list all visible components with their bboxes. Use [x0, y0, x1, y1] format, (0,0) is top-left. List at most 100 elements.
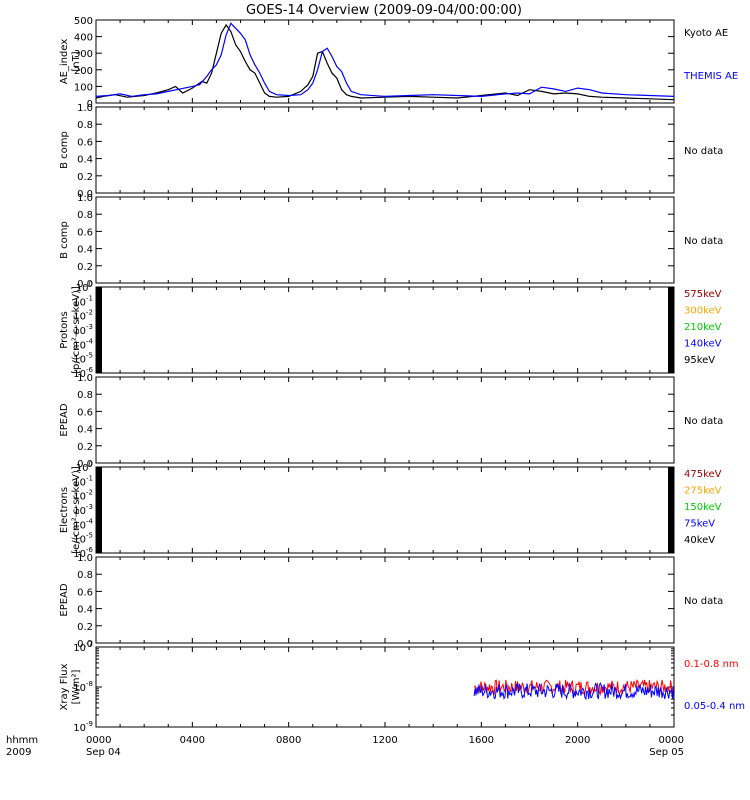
x-tick-label: 0000	[659, 735, 684, 746]
y-tick-label: 10-5	[73, 352, 93, 366]
y-tick-label: 1.0	[77, 103, 93, 114]
y-tick-exponent: -3	[86, 503, 93, 511]
legend-3: 150keV	[684, 502, 722, 513]
y-tick-exponent: -3	[86, 323, 93, 331]
y-tick-label: 0	[87, 99, 93, 110]
y-axis-units: [p/(cm²-s-sr-keV)]	[71, 286, 82, 374]
panel-7: EPEAD 0.0 0.2 0.4 0.6 0.8 1.0 No data	[59, 553, 723, 650]
legend-2: 275keV	[684, 486, 722, 497]
legend-1: 475keV	[684, 469, 722, 480]
series-line-1	[95, 23, 675, 101]
x-tick-sublabel: Sep 04	[86, 747, 121, 758]
y-tick-exponent: -6	[86, 366, 94, 374]
legend-3: 210keV	[684, 322, 722, 333]
y-tick-exponent: -4	[86, 517, 94, 525]
y-tick-label: 0.0	[77, 639, 93, 650]
y-tick-label: 100	[74, 82, 93, 93]
y-tick-label: 0.6	[77, 227, 93, 238]
legend-2: 0.05-0.4 nm	[684, 701, 745, 712]
panel-2: B comp 0.0 0.2 0.4 0.6 0.8 1.0 No data	[59, 103, 723, 200]
y-tick-label: 10-7	[73, 640, 93, 654]
legend-1: Kyoto AE	[684, 28, 728, 39]
y-axis-units: [nT]	[71, 51, 82, 71]
y-tick-exponent: -8	[86, 680, 93, 688]
y-tick-label: 10-1	[73, 474, 93, 488]
y-tick-label: 10-4	[73, 517, 93, 531]
x-tick-label: 0400	[180, 735, 205, 746]
y-axis-label: B comp	[59, 221, 70, 259]
y-tick-label: 10-9	[73, 720, 93, 734]
left-edge-band	[96, 467, 102, 553]
legend-2: 300keV	[684, 306, 722, 317]
y-tick-exponent: -2	[86, 309, 93, 317]
right-edge-band	[668, 467, 674, 553]
y-tick-label: 100	[76, 280, 93, 294]
panel-8: Xray Flux [W/m²] 10-9 10-8 10-7 0.1-0.8 nm 0.0…	[59, 640, 745, 734]
y-tick-label: 0.6	[77, 407, 93, 418]
y-tick-exponent: 0	[89, 460, 93, 468]
legend-1: 575keV	[684, 289, 722, 300]
x-tick-label: 0000	[86, 735, 111, 746]
y-tick-exponent: -5	[86, 352, 93, 360]
y-tick-label: 0.4	[77, 155, 93, 166]
x-tick-label: 0800	[276, 735, 301, 746]
legend-4: 140keV	[684, 339, 722, 350]
y-tick-exponent: -5	[86, 532, 93, 540]
y-tick-label: 10-2	[73, 309, 93, 323]
no-data-note: No data	[684, 236, 723, 247]
y-tick-label: 0.0	[77, 189, 93, 200]
y-tick-label: 0.4	[77, 605, 93, 616]
hhmm-label: hhmm	[6, 735, 38, 746]
y-tick-label: 10-2	[73, 489, 93, 503]
panel-frame	[95, 106, 675, 194]
y-tick-label: 400	[74, 33, 93, 44]
no-data-note: No data	[684, 596, 723, 607]
y-tick-label: 0.8	[77, 120, 93, 131]
y-tick-label: 10-3	[73, 503, 93, 517]
y-axis-label: AE_index	[59, 39, 70, 85]
y-axis-label: Protons	[59, 311, 70, 348]
y-tick-label: 0.8	[77, 390, 93, 401]
panel-3: B comp 0.0 0.2 0.4 0.6 0.8 1.0 No data	[59, 193, 723, 290]
y-axis-units: [W/m²]	[71, 669, 82, 704]
legend-5: 40keV	[684, 535, 715, 546]
y-tick-label: 0.8	[77, 570, 93, 581]
no-data-note: No data	[684, 146, 723, 157]
y-tick-label: 0.4	[77, 425, 93, 436]
y-tick-exponent: -2	[86, 489, 93, 497]
panel-frame	[95, 376, 675, 464]
y-tick-exponent: -4	[86, 337, 94, 345]
y-tick-exponent: -9	[86, 720, 93, 728]
y-tick-label: 0.2	[77, 442, 93, 453]
y-tick-label: 0.6	[77, 137, 93, 148]
y-tick-exponent: 0	[89, 280, 93, 288]
y-tick-label: 500	[74, 16, 93, 27]
no-data-note: No data	[684, 416, 723, 427]
y-axis-label: Xray Flux	[59, 663, 70, 710]
y-tick-label: 1.0	[77, 373, 93, 384]
y-tick-label: 1.0	[77, 193, 93, 204]
y-axis-label: B comp	[59, 131, 70, 169]
x-tick-label: 1600	[469, 735, 494, 746]
y-tick-label: 10-4	[73, 337, 93, 351]
left-edge-band	[96, 287, 102, 373]
series-line-2	[473, 681, 674, 701]
y-tick-label: 10-8	[73, 680, 93, 694]
panel-5: EPEAD 0.0 0.2 0.4 0.6 0.8 1.0 No data	[59, 373, 723, 470]
legend-1: 0.1-0.8 nm	[684, 659, 739, 670]
legend-5: 95keV	[684, 355, 715, 366]
panel-frame	[95, 556, 675, 644]
panel-frame	[95, 19, 675, 104]
y-tick-label: 0.4	[77, 245, 93, 256]
y-tick-label: 0.0	[77, 279, 93, 290]
y-tick-label: 0.2	[77, 172, 93, 183]
y-tick-label: 200	[74, 66, 93, 77]
y-tick-exponent: -1	[86, 474, 93, 482]
y-tick-label: 1.0	[77, 553, 93, 564]
x-tick-sublabel: Sep 05	[649, 747, 684, 758]
y-tick-exponent: -6	[86, 546, 94, 554]
panel-frame	[95, 286, 675, 374]
x-tick-label: 2000	[565, 735, 590, 746]
panel-frame	[95, 196, 675, 284]
y-tick-exponent: -7	[86, 640, 93, 648]
